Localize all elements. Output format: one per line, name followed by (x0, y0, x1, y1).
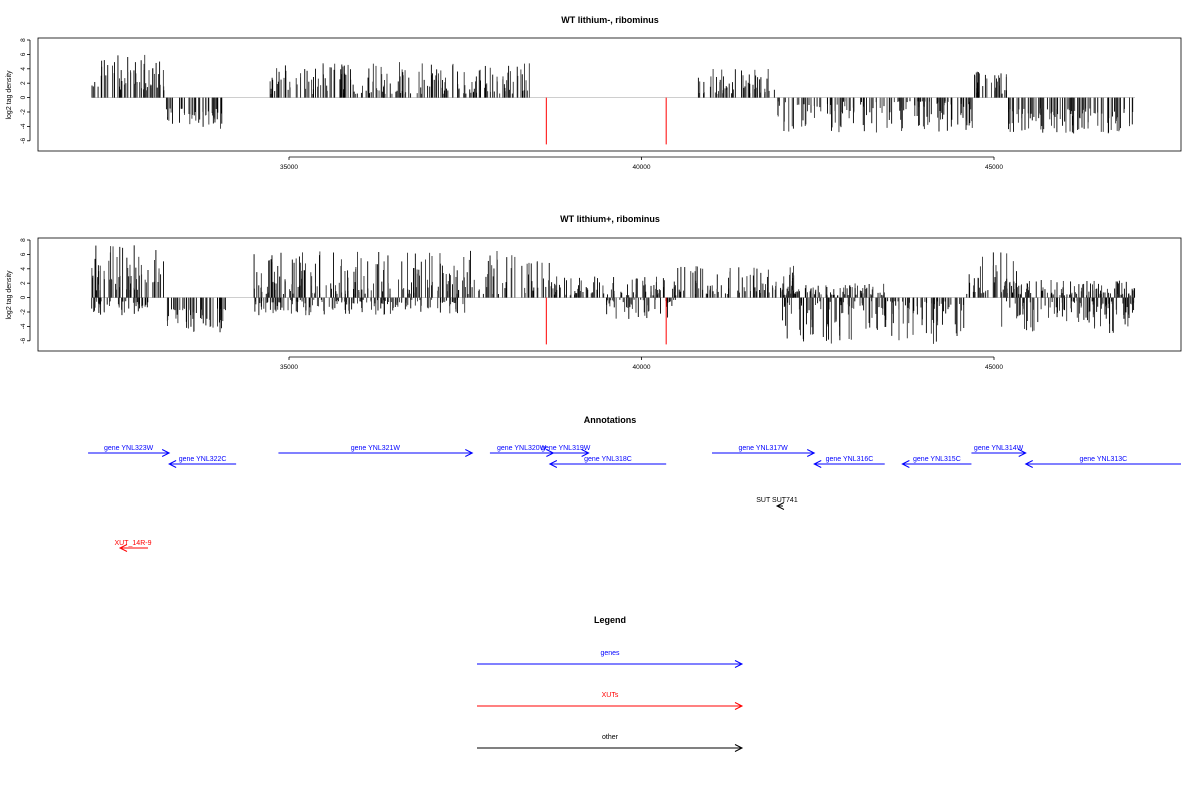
legend-item: other (477, 734, 744, 752)
gene-label: gene YNL319W (541, 445, 591, 452)
sut-label: SUT SUT741 (756, 497, 798, 504)
bar-series (91, 245, 1136, 345)
y-tick-label: 8 (20, 238, 27, 242)
gene-arrow: gene YNL318C (548, 456, 667, 468)
arrow-head (161, 449, 171, 457)
y-tick-label: 6 (20, 52, 27, 56)
arrow-head (734, 744, 744, 752)
y-tick-label: 4 (20, 267, 27, 271)
xut-arrow (118, 544, 148, 552)
y-axis: 8 6 4 2 0 -2 -4 -6 (20, 38, 31, 144)
y-tick-label: -2 (20, 109, 27, 115)
arrow-head (465, 449, 474, 457)
panel-title-lithium-minus: WT lithium-, ribominus (561, 15, 659, 25)
arrow-head (734, 702, 744, 710)
arrow-head (901, 460, 910, 468)
arrow-head (813, 460, 822, 468)
x-axis: 35000 40000 45000 (280, 156, 1003, 171)
legend-label: other (602, 734, 619, 741)
sut-arrow (775, 502, 785, 510)
y-tick-label: -2 (20, 309, 27, 315)
y-axis: 8 6 4 2 0 -2 -4 -6 (20, 238, 31, 344)
y-tick-label: 0 (20, 295, 27, 299)
track-panel-lithium-minus: WT lithium-, ribominus log2 tag density … (6, 15, 1182, 171)
gene-arrow: gene YNL323W (88, 445, 171, 457)
gene-label: gene YNL318C (584, 456, 632, 463)
y-axis-label: log2 tag density (6, 270, 13, 320)
legend-label: XUTs (602, 692, 619, 699)
gene-label: gene YNL315C (913, 456, 961, 463)
x-tick-label: 35000 (280, 164, 298, 171)
y-tick-label: -4 (20, 323, 27, 329)
xut-annotation: XUT_14R-9 (115, 540, 152, 552)
x-axis: 35000 40000 45000 (280, 356, 1003, 371)
x-tick-label: 40000 (632, 364, 650, 371)
arrow-head (1024, 460, 1033, 468)
gene-label: gene YNL323W (104, 445, 154, 452)
gene-label: gene YNL320W (497, 445, 547, 452)
gene-arrow: gene YNL317W (712, 445, 816, 457)
y-tick-label: -6 (20, 338, 27, 344)
gene-label: gene YNL321W (351, 445, 401, 452)
y-tick-label: 6 (20, 252, 27, 256)
track-panel-lithium-plus: WT lithium+, ribominus log2 tag density … (6, 214, 1182, 371)
x-tick-label: 45000 (985, 364, 1003, 371)
gene-label: gene YNL317W (738, 445, 788, 452)
arrow-head (118, 544, 128, 552)
panel-title-lithium-plus: WT lithium+, ribominus (560, 214, 660, 224)
x-tick-label: 40000 (632, 164, 650, 171)
gene-label: gene YNL322C (179, 456, 227, 463)
gene-arrow: gene YNL321W (278, 445, 474, 457)
plot-frame (37, 237, 1182, 352)
arrow-head (1018, 449, 1027, 457)
gene-annotations: gene YNL323W gene YNL322C gene YNL321W gene… (88, 445, 1181, 468)
arrow-head (775, 502, 785, 510)
y-tick-label: 8 (20, 38, 27, 42)
gene-label: gene YNL313C (1079, 456, 1127, 463)
plot-frame (37, 37, 1182, 152)
gene-label: gene YNL316C (826, 456, 874, 463)
y-tick-label: 2 (20, 81, 27, 85)
gene-arrow: gene YNL322C (168, 456, 237, 468)
arrow-head (548, 460, 558, 468)
arrow-head (168, 460, 177, 468)
legend-items: genes XUTs other (477, 650, 744, 752)
y-tick-label: -6 (20, 138, 27, 144)
legend: Legend genes XUTs other (477, 615, 744, 752)
gene-arrow: gene YNL315C (901, 456, 972, 468)
legend-title: Legend (594, 615, 626, 625)
arrow-head (734, 660, 744, 668)
legend-item: genes (477, 650, 744, 668)
legend-label: genes (600, 650, 620, 657)
y-tick-label: 0 (20, 95, 27, 99)
annotations-title: Annotations (584, 415, 637, 425)
arrow-head (807, 449, 816, 457)
sut-annotation: SUT SUT741 (756, 497, 798, 510)
y-tick-label: 4 (20, 67, 27, 71)
gene-arrow: gene YNL319W (541, 445, 591, 457)
gene-arrow: gene YNL314W (971, 445, 1027, 457)
xut-label: XUT_14R-9 (115, 540, 152, 547)
gene-arrow: gene YNL316C (813, 456, 885, 468)
gene-arrow: gene YNL313C (1024, 456, 1181, 468)
gene-label: gene YNL314W (974, 445, 1024, 452)
legend-item: XUTs (477, 692, 744, 710)
x-tick-label: 45000 (985, 164, 1003, 171)
arrow-head (581, 449, 590, 457)
bar-series (91, 54, 1135, 145)
y-tick-label: -4 (20, 123, 27, 129)
y-tick-label: 2 (20, 281, 27, 285)
y-axis-label: log2 tag density (6, 70, 13, 120)
x-tick-label: 35000 (280, 364, 298, 371)
